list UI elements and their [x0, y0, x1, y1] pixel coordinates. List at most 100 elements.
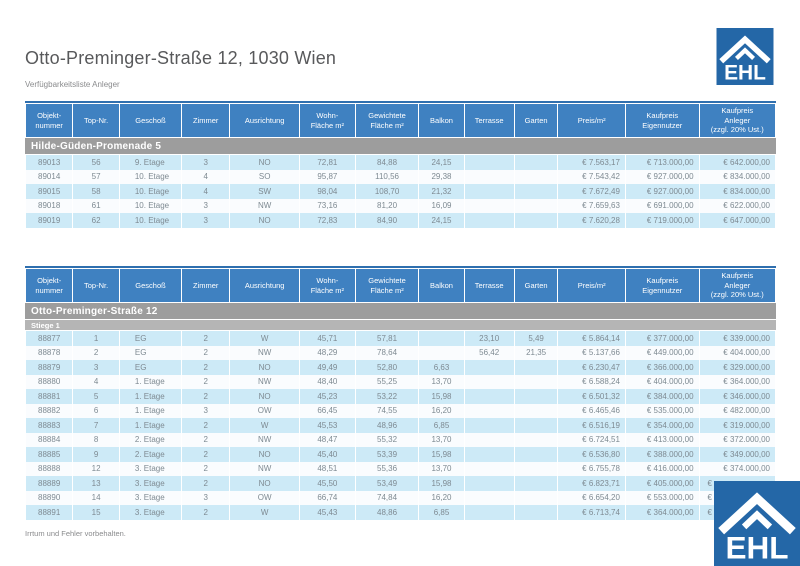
cell-kaufpreis-eigennutzer: € 413.000,00 — [624, 432, 699, 447]
cell-garten — [513, 490, 558, 505]
cell-top-nr: 9 — [72, 447, 119, 462]
page-title: Otto-Preminger-Straße 12, 1030 Wien — [25, 48, 337, 68]
column-header-geschoss: Geschoß — [118, 268, 182, 303]
cell-kaufpreis-anleger: € 346.000,00 — [698, 389, 776, 404]
cell-garten: 21,35 — [513, 345, 558, 360]
cell-terrasse — [463, 403, 514, 418]
cell-top-nr: 2 — [72, 345, 119, 360]
cell-kaufpreis-anleger: € 622.000,00 — [698, 198, 776, 213]
cell-zimmer: 2 — [181, 476, 230, 491]
cell-garten — [513, 403, 558, 418]
cell-objektnummer: 88884 — [25, 432, 73, 447]
cell-gewichtete-flaeche: 55,36 — [354, 461, 419, 476]
column-header-top-nr: Top-Nr. — [72, 103, 119, 138]
svg-text:EHL: EHL — [725, 529, 788, 565]
cell-gewichtete-flaeche: 110,56 — [354, 169, 419, 184]
cell-balkon — [418, 345, 464, 360]
cell-kaufpreis-eigennutzer: € 405.000,00 — [624, 476, 699, 491]
ehl-logo-icon-bottom: EHL — [714, 481, 800, 566]
cell-top-nr: 15 — [72, 505, 119, 520]
column-header-kaufpreis-anleger: Kaufpreis Anleger (zzgl. 20% Ust.) — [698, 268, 776, 303]
cell-preis-m2: € 5.864,14 — [557, 331, 625, 346]
cell-top-nr: 14 — [72, 490, 119, 505]
table-row: 89015 58 10. Etage 4 SW 98,04 108,70 21,32 € 7.6… — [25, 184, 776, 199]
cell-geschoss: EG — [118, 360, 182, 375]
column-header-kaufpreis-anleger: Kaufpreis Anleger (zzgl. 20% Ust.) — [698, 103, 776, 138]
cell-garten — [513, 169, 558, 184]
cell-wohnflaeche: 72,83 — [299, 213, 355, 228]
column-header-wohnflaeche: Wohn- Fläche m² — [299, 103, 355, 138]
cell-balkon: 15,98 — [418, 389, 464, 404]
cell-garten — [513, 155, 558, 170]
section-banner: Otto-Preminger-Straße 12 — [25, 303, 776, 320]
cell-top-nr: 4 — [72, 374, 119, 389]
cell-top-nr: 62 — [72, 213, 119, 228]
cell-kaufpreis-anleger: € 364.000,00 — [698, 374, 776, 389]
cell-objektnummer: 89018 — [25, 198, 73, 213]
cell-ausrichtung: NO — [229, 213, 300, 228]
cell-kaufpreis-eigennutzer: € 354.000,00 — [624, 418, 699, 433]
cell-gewichtete-flaeche: 53,22 — [354, 389, 419, 404]
section-banner: Hilde-Güden-Promenade 5 — [25, 138, 776, 155]
column-header-objektnummer: Objekt- nummer — [25, 103, 73, 138]
cell-balkon: 24,15 — [418, 213, 464, 228]
cell-terrasse — [463, 155, 514, 170]
cell-top-nr: 1 — [72, 331, 119, 346]
table-row: 88883 7 1. Etage 2 W 45,53 48,96 6,85 € 6.516,19… — [25, 418, 776, 433]
cell-zimmer: 2 — [181, 505, 230, 520]
cell-kaufpreis-eigennutzer: € 927.000,00 — [624, 169, 699, 184]
cell-geschoss: EG — [118, 345, 182, 360]
cell-ausrichtung: NO — [229, 360, 300, 375]
cell-geschoss: 1. Etage — [118, 374, 182, 389]
cell-ausrichtung: NW — [229, 198, 300, 213]
cell-preis-m2: € 7.620,28 — [557, 213, 625, 228]
cell-gewichtete-flaeche: 55,32 — [354, 432, 419, 447]
column-header-preis-m2: Preis/m² — [557, 268, 625, 303]
cell-balkon: 13,70 — [418, 374, 464, 389]
cell-terrasse: 23,10 — [463, 331, 514, 346]
column-header-balkon: Balkon — [418, 103, 464, 138]
cell-wohnflaeche: 45,43 — [299, 505, 355, 520]
cell-top-nr: 8 — [72, 432, 119, 447]
cell-zimmer: 3 — [181, 198, 230, 213]
cell-ausrichtung: NO — [229, 155, 300, 170]
cell-terrasse — [463, 461, 514, 476]
cell-geschoss: 2. Etage — [118, 447, 182, 462]
cell-wohnflaeche: 45,40 — [299, 447, 355, 462]
cell-preis-m2: € 6.230,47 — [557, 360, 625, 375]
cell-zimmer: 3 — [181, 403, 230, 418]
cell-kaufpreis-eigennutzer: € 404.000,00 — [624, 374, 699, 389]
table-row: 88890 14 3. Etage 3 OW 66,74 74,84 16,20 € 6.654… — [25, 490, 776, 505]
cell-preis-m2: € 6.713,74 — [557, 505, 625, 520]
column-header-zimmer: Zimmer — [181, 268, 230, 303]
cell-ausrichtung: SO — [229, 169, 300, 184]
cell-preis-m2: € 6.654,20 — [557, 490, 625, 505]
cell-preis-m2: € 6.724,51 — [557, 432, 625, 447]
column-header-top-nr: Top-Nr. — [72, 268, 119, 303]
cell-kaufpreis-eigennutzer: € 364.000,00 — [624, 505, 699, 520]
cell-geschoss: 2. Etage — [118, 432, 182, 447]
table-row: 88881 5 1. Etage 2 NO 45,23 53,22 15,98 € 6.501,… — [25, 389, 776, 404]
cell-kaufpreis-eigennutzer: € 377.000,00 — [624, 331, 699, 346]
column-header-terrasse: Terrasse — [463, 268, 514, 303]
cell-ausrichtung: W — [229, 505, 300, 520]
column-header-ausrichtung: Ausrichtung — [229, 268, 300, 303]
cell-gewichtete-flaeche: 55,25 — [354, 374, 419, 389]
cell-balkon: 16,20 — [418, 490, 464, 505]
cell-zimmer: 2 — [181, 374, 230, 389]
cell-kaufpreis-eigennutzer: € 927.000,00 — [624, 184, 699, 199]
cell-terrasse — [463, 447, 514, 462]
cell-garten — [513, 374, 558, 389]
cell-terrasse — [463, 374, 514, 389]
cell-objektnummer: 88891 — [25, 505, 73, 520]
cell-geschoss: 1. Etage — [118, 389, 182, 404]
cell-kaufpreis-eigennutzer: € 553.000,00 — [624, 490, 699, 505]
cell-balkon: 16,09 — [418, 198, 464, 213]
cell-garten: 5,49 — [513, 331, 558, 346]
cell-ausrichtung: NO — [229, 476, 300, 491]
cell-geschoss: 3. Etage — [118, 490, 182, 505]
cell-objektnummer: 88878 — [25, 345, 73, 360]
column-header-gewichtete-flaeche: Gewichtete Fläche m² — [354, 268, 419, 303]
cell-top-nr: 56 — [72, 155, 119, 170]
